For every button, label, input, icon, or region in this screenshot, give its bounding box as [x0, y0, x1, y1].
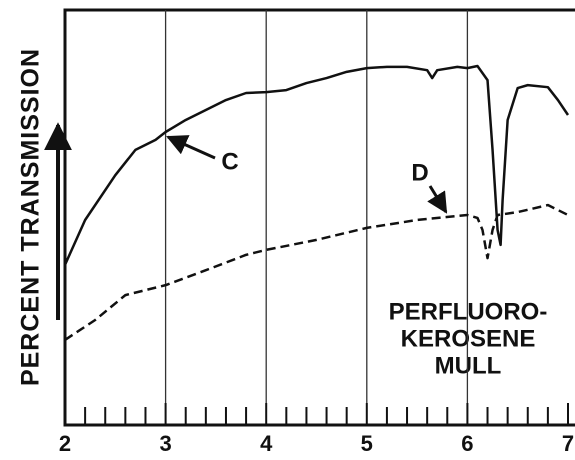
series-line: [63, 64, 570, 266]
x-tick-label: 6: [461, 431, 473, 456]
y-axis-label: PERCENT TRANSMISSION: [17, 48, 45, 386]
x-tick-label: 2: [59, 431, 71, 456]
series-line: [64, 203, 569, 341]
x-tick-label: 4: [260, 431, 273, 456]
arrow-c: [166, 135, 216, 160]
series-label-c: C: [221, 148, 238, 175]
x-tick-label: 3: [159, 431, 171, 456]
arrow-d: [427, 185, 448, 214]
plot-frame: [63, 8, 575, 427]
series-label-d: D: [411, 159, 428, 186]
x-tick-label: 5: [361, 431, 373, 456]
x-tick-label: 7: [562, 431, 574, 456]
